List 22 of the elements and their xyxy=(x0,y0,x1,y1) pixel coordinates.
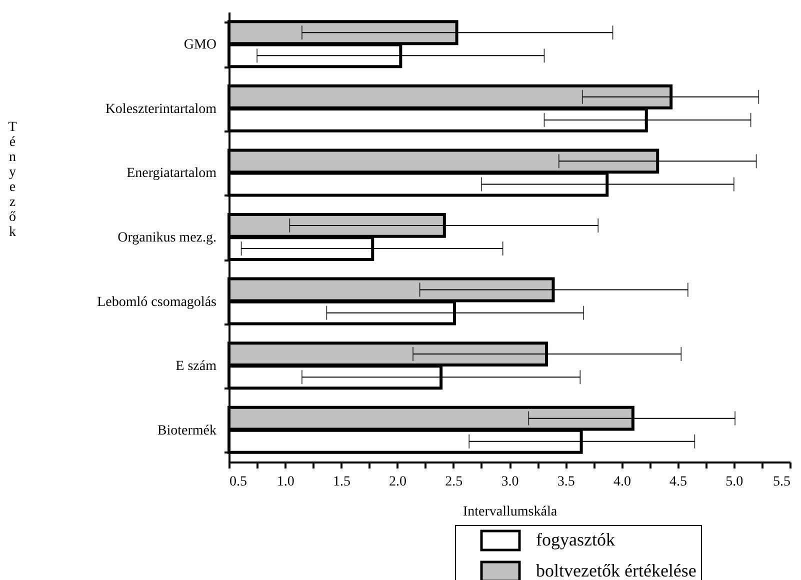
x-tick-label: 3.0 xyxy=(501,474,519,490)
y-tick-label: GMO xyxy=(184,38,216,53)
text: Tényezők xyxy=(4,120,20,240)
x-tick-label: 4.5 xyxy=(670,474,688,490)
y-tick-label: Energiatartalom xyxy=(126,166,217,182)
y-tick-label: Organikus mez.g. xyxy=(118,230,216,246)
x-tick-label: 2.0 xyxy=(389,474,407,490)
x-tick-label: 5.5 xyxy=(773,474,790,490)
x-tick-label: 5.0 xyxy=(726,474,744,490)
x-tick-label: 2.5 xyxy=(445,474,463,490)
x-tick-label: 3.5 xyxy=(557,474,575,490)
x-tick-label: 1.5 xyxy=(332,474,350,490)
legend-label: fogyasztók xyxy=(536,530,615,550)
x-tick-label: 4.0 xyxy=(613,474,631,490)
x-axis-title: Intervallumskála xyxy=(462,504,558,520)
y-tick-label: Lebomló csomagolás xyxy=(97,294,216,310)
y-tick-label: Koleszterintartalom xyxy=(105,102,217,117)
legend-label: boltvezetők értékelése xyxy=(536,560,696,580)
y-tick-label: Biotermék xyxy=(157,423,216,438)
x-tick-label: 1.0 xyxy=(276,474,294,490)
y-tick-label: E szám xyxy=(176,359,217,374)
x-tick-label: 0.5 xyxy=(230,474,247,490)
